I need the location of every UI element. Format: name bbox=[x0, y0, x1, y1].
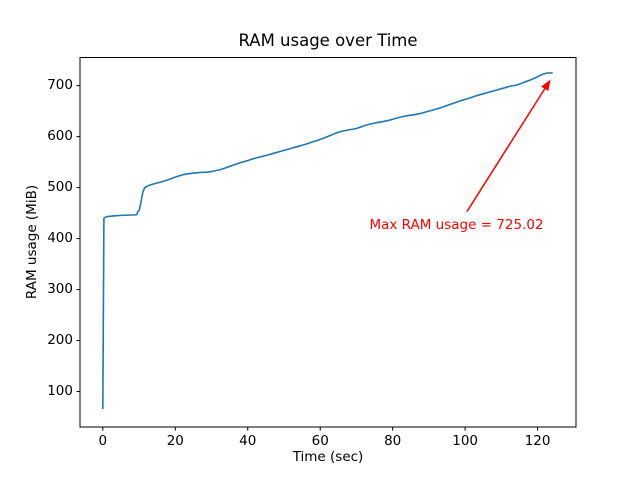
y-tick-label: 600 bbox=[47, 128, 73, 145]
x-tick-label: 60 bbox=[311, 433, 329, 449]
x-tick-label: 0 bbox=[98, 433, 108, 449]
y-tick-label: 700 bbox=[47, 77, 73, 94]
y-tick-label: 500 bbox=[47, 179, 73, 196]
annotation-arrow-shaft bbox=[466, 86, 547, 212]
y-tick-label: 300 bbox=[47, 281, 73, 298]
x-axis-label: Time (sec) bbox=[292, 449, 364, 465]
y-tick-label: 200 bbox=[47, 332, 73, 349]
annotation-arrow-head bbox=[541, 79, 551, 92]
x-tick-label: 40 bbox=[239, 433, 257, 449]
max-annotation-label: Max RAM usage = 725.02 bbox=[369, 217, 544, 234]
x-tick-label: 100 bbox=[452, 433, 479, 449]
y-tick-label: 400 bbox=[47, 230, 73, 247]
ram-usage-line bbox=[102, 72, 553, 410]
x-tick-label: 20 bbox=[166, 433, 184, 449]
axes-spines bbox=[79, 57, 577, 428]
x-tick-label: 120 bbox=[524, 433, 551, 449]
chart-title: RAM usage over Time bbox=[238, 31, 418, 50]
y-tick-label: 100 bbox=[47, 383, 73, 399]
x-tick-label: 80 bbox=[384, 433, 402, 449]
